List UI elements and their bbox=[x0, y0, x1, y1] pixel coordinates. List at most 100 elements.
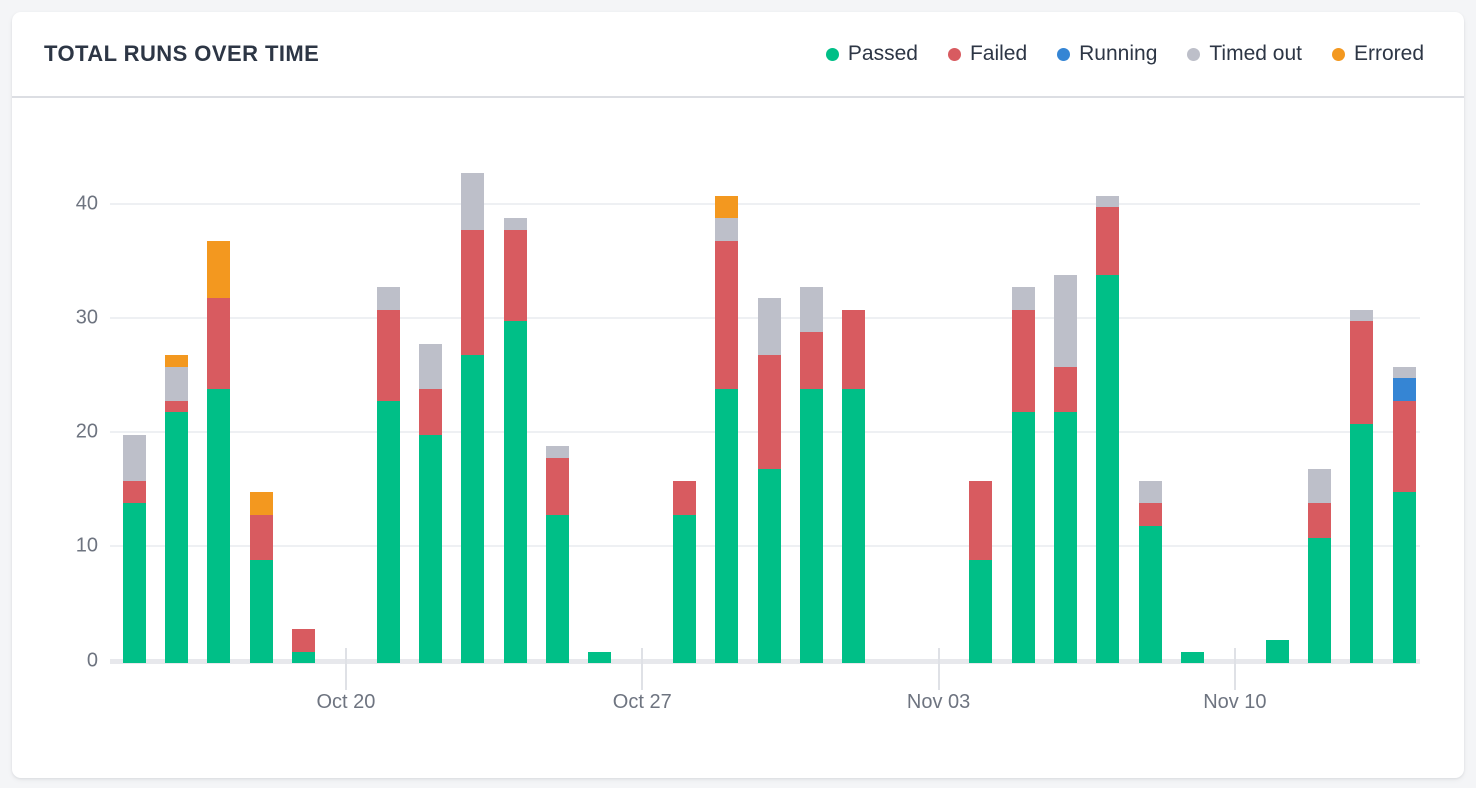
bar[interactable] bbox=[1308, 469, 1332, 663]
bar-segment-passed[interactable] bbox=[165, 412, 189, 663]
bar-segment-failed[interactable] bbox=[715, 241, 739, 390]
bar[interactable] bbox=[546, 446, 570, 663]
bar-segment-passed[interactable] bbox=[292, 651, 316, 663]
bar[interactable] bbox=[292, 628, 316, 663]
legend-item-failed[interactable]: Failed bbox=[947, 42, 1027, 66]
bar-segment-timed_out[interactable] bbox=[122, 435, 146, 481]
bar[interactable] bbox=[1265, 640, 1289, 663]
bar-segment-timed_out[interactable] bbox=[503, 218, 527, 230]
bar-segment-failed[interactable] bbox=[419, 389, 443, 435]
bar-segment-passed[interactable] bbox=[1181, 651, 1205, 663]
bar-segment-failed[interactable] bbox=[461, 229, 485, 356]
bar-segment-failed[interactable] bbox=[122, 480, 146, 504]
bar-segment-failed[interactable] bbox=[546, 457, 570, 515]
bar-segment-failed[interactable] bbox=[673, 480, 697, 515]
bar-segment-passed[interactable] bbox=[1011, 412, 1035, 663]
bar-segment-passed[interactable] bbox=[757, 469, 781, 663]
bar[interactable] bbox=[461, 172, 485, 663]
bar-segment-passed[interactable] bbox=[546, 514, 570, 663]
bar[interactable] bbox=[122, 435, 146, 663]
bar-segment-timed_out[interactable] bbox=[757, 298, 781, 356]
bar-segment-failed[interactable] bbox=[842, 309, 866, 390]
bar-segment-passed[interactable] bbox=[673, 514, 697, 663]
bar[interactable] bbox=[249, 492, 273, 663]
bar-segment-failed[interactable] bbox=[1054, 366, 1078, 413]
bar-segment-timed_out[interactable] bbox=[1350, 309, 1374, 321]
bar-segment-passed[interactable] bbox=[249, 560, 273, 663]
bar[interactable] bbox=[376, 286, 400, 663]
bar[interactable] bbox=[419, 343, 443, 663]
bar-segment-passed[interactable] bbox=[122, 503, 146, 663]
bar[interactable] bbox=[1096, 195, 1120, 663]
bar[interactable] bbox=[1011, 286, 1035, 663]
bar[interactable] bbox=[1138, 480, 1162, 663]
bar-segment-timed_out[interactable] bbox=[461, 172, 485, 230]
bar[interactable] bbox=[800, 286, 824, 663]
bar-segment-timed_out[interactable] bbox=[1096, 195, 1120, 207]
bar-segment-passed[interactable] bbox=[1265, 640, 1289, 663]
bar-segment-timed_out[interactable] bbox=[419, 343, 443, 390]
bar-segment-timed_out[interactable] bbox=[546, 446, 570, 458]
bar-segment-timed_out[interactable] bbox=[1392, 366, 1416, 378]
bar-segment-passed[interactable] bbox=[1096, 275, 1120, 663]
bar[interactable] bbox=[757, 298, 781, 663]
legend-item-errored[interactable]: Errored bbox=[1331, 42, 1424, 66]
bar-segment-passed[interactable] bbox=[461, 355, 485, 663]
bar-segment-errored[interactable] bbox=[249, 492, 273, 515]
legend-item-passed[interactable]: Passed bbox=[825, 42, 918, 66]
bar-segment-passed[interactable] bbox=[588, 651, 612, 663]
bar[interactable] bbox=[1181, 651, 1205, 663]
bar-segment-passed[interactable] bbox=[419, 434, 443, 663]
bar-segment-timed_out[interactable] bbox=[1054, 275, 1078, 367]
bar[interactable] bbox=[969, 480, 993, 663]
bar-segment-passed[interactable] bbox=[969, 560, 993, 663]
bar-segment-timed_out[interactable] bbox=[715, 218, 739, 242]
bar-segment-passed[interactable] bbox=[1392, 491, 1416, 663]
bar-segment-errored[interactable] bbox=[165, 355, 189, 367]
bar-segment-failed[interactable] bbox=[1350, 320, 1374, 424]
bar-segment-passed[interactable] bbox=[1350, 423, 1374, 663]
bar-segment-failed[interactable] bbox=[249, 514, 273, 561]
bar[interactable] bbox=[165, 355, 189, 663]
bar-segment-timed_out[interactable] bbox=[1138, 480, 1162, 504]
bar-segment-failed[interactable] bbox=[376, 309, 400, 401]
bar-segment-errored[interactable] bbox=[715, 195, 739, 219]
bar-segment-running[interactable] bbox=[1392, 377, 1416, 401]
bar-segment-failed[interactable] bbox=[757, 355, 781, 470]
bar-segment-failed[interactable] bbox=[800, 332, 824, 390]
bar[interactable] bbox=[503, 218, 527, 663]
bar-segment-timed_out[interactable] bbox=[800, 286, 824, 333]
bar[interactable] bbox=[1350, 309, 1374, 663]
bar-segment-failed[interactable] bbox=[1138, 503, 1162, 527]
bar-segment-passed[interactable] bbox=[376, 400, 400, 663]
bar-segment-passed[interactable] bbox=[715, 389, 739, 663]
bar-segment-failed[interactable] bbox=[1011, 309, 1035, 413]
bar-segment-failed[interactable] bbox=[1308, 503, 1332, 538]
bar-segment-failed[interactable] bbox=[207, 298, 231, 390]
bar-segment-passed[interactable] bbox=[207, 389, 231, 663]
bar-segment-passed[interactable] bbox=[1054, 412, 1078, 663]
bar[interactable] bbox=[1392, 366, 1416, 663]
bar-segment-passed[interactable] bbox=[1308, 537, 1332, 663]
bar-segment-failed[interactable] bbox=[503, 229, 527, 321]
bar[interactable] bbox=[588, 651, 612, 663]
bar-segment-timed_out[interactable] bbox=[1011, 286, 1035, 310]
bar-segment-timed_out[interactable] bbox=[376, 286, 400, 310]
bar-segment-timed_out[interactable] bbox=[165, 366, 189, 401]
legend-item-timed_out[interactable]: Timed out bbox=[1187, 42, 1302, 66]
bar[interactable] bbox=[207, 241, 231, 663]
bar-segment-timed_out[interactable] bbox=[1308, 469, 1332, 504]
bar-segment-errored[interactable] bbox=[207, 241, 231, 299]
bar[interactable] bbox=[715, 195, 739, 663]
bar-segment-failed[interactable] bbox=[292, 628, 316, 652]
bar-segment-passed[interactable] bbox=[800, 389, 824, 663]
bar-segment-passed[interactable] bbox=[503, 320, 527, 663]
bar-segment-failed[interactable] bbox=[969, 480, 993, 561]
bar[interactable] bbox=[842, 309, 866, 663]
legend-item-running[interactable]: Running bbox=[1057, 42, 1157, 66]
bar-segment-failed[interactable] bbox=[165, 400, 189, 413]
bar-segment-passed[interactable] bbox=[842, 389, 866, 663]
bar-segment-failed[interactable] bbox=[1392, 400, 1416, 492]
bar[interactable] bbox=[1054, 275, 1078, 663]
bar-segment-passed[interactable] bbox=[1138, 526, 1162, 663]
